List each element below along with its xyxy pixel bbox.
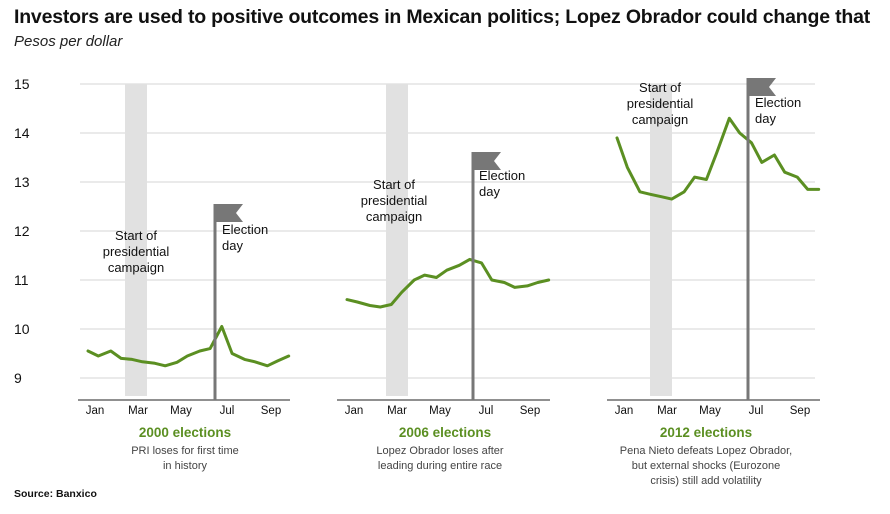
- campaign-start-label: Start of: [639, 80, 681, 95]
- x-tick-label: Mar: [128, 405, 148, 417]
- x-tick-label: Sep: [790, 405, 810, 417]
- election-day-label: day: [222, 238, 243, 253]
- election-day-label: day: [479, 184, 500, 199]
- series-line-2006: [345, 257, 551, 309]
- election-day-flag: [473, 152, 501, 170]
- campaign-start-label: Start of: [115, 228, 157, 243]
- campaign-start-label: campaign: [108, 260, 164, 275]
- campaign-start-label: presidential: [361, 193, 428, 208]
- panel-note-line: PRI loses for first time: [131, 445, 239, 457]
- y-axis-unit-label: Pesos per dollar: [14, 33, 123, 50]
- source-note: Source: Banxico: [14, 488, 97, 500]
- x-tick-label: Jul: [749, 405, 764, 417]
- election-day-label: Election: [222, 222, 268, 237]
- x-tick-label: May: [170, 405, 192, 417]
- y-tick-label: 14: [14, 125, 30, 141]
- panel-note-line: Pena Nieto defeats Lopez Obrador,: [619, 445, 793, 457]
- panel-title-2000: 2000 elections: [138, 425, 232, 440]
- x-tick-label: Sep: [261, 405, 281, 417]
- series-line-2000: [86, 325, 291, 368]
- y-tick-label: 9: [14, 370, 22, 386]
- panel-note-line: but external shocks (Eurozone: [631, 460, 781, 472]
- campaign-start-label: campaign: [632, 112, 688, 127]
- panel-note-2012: Pena Nieto defeats Lopez Obrador, but ex…: [596, 444, 816, 489]
- panel-note-line: leading during entire race: [377, 460, 503, 472]
- y-tick-label: 10: [14, 321, 30, 337]
- y-tick-label: 15: [14, 76, 30, 92]
- chart-title: Investors are used to positive outcomes …: [14, 6, 871, 28]
- election-day-flag: [748, 78, 776, 96]
- panel-note-line: in history: [162, 460, 208, 472]
- election-day-label: day: [755, 111, 776, 126]
- campaign-start-label: presidential: [103, 244, 170, 259]
- x-tick-label: Sep: [520, 405, 540, 417]
- campaign-start-label: campaign: [366, 209, 422, 224]
- x-tick-label: May: [699, 405, 721, 417]
- y-tick-label: 13: [14, 174, 30, 190]
- x-tick-label: Mar: [387, 405, 407, 417]
- campaign-band: [125, 84, 147, 396]
- panel-note-2000: PRI loses for first time in history: [80, 444, 290, 474]
- x-tick-label: May: [429, 405, 451, 417]
- campaign-band: [650, 84, 672, 396]
- panel-title-2006: 2006 elections: [398, 425, 492, 440]
- election-day-label: Election: [479, 168, 525, 183]
- x-tick-label: Jan: [86, 405, 105, 417]
- election-day-flag: [215, 204, 243, 222]
- campaign-start-label: presidential: [627, 96, 694, 111]
- election-day-label: Election: [755, 95, 801, 110]
- panel-note-line: Lopez Obrador loses after: [376, 445, 504, 457]
- campaign-band: [386, 84, 408, 396]
- x-tick-label: Jul: [479, 405, 494, 417]
- series-line-2012: [615, 116, 821, 201]
- x-tick-label: Jul: [220, 405, 235, 417]
- x-tick-label: Jan: [345, 405, 364, 417]
- panel-title-2012: 2012 elections: [659, 425, 753, 440]
- x-tick-label: Jan: [615, 405, 634, 417]
- campaign-start-label: Start of: [373, 177, 415, 192]
- y-tick-label: 12: [14, 223, 30, 239]
- y-tick-label: 11: [14, 272, 29, 288]
- panel-note-line: crisis) still add volatility: [650, 475, 762, 487]
- panel-note-2006: Lopez Obrador loses after leading during…: [335, 444, 545, 474]
- x-tick-label: Mar: [657, 405, 677, 417]
